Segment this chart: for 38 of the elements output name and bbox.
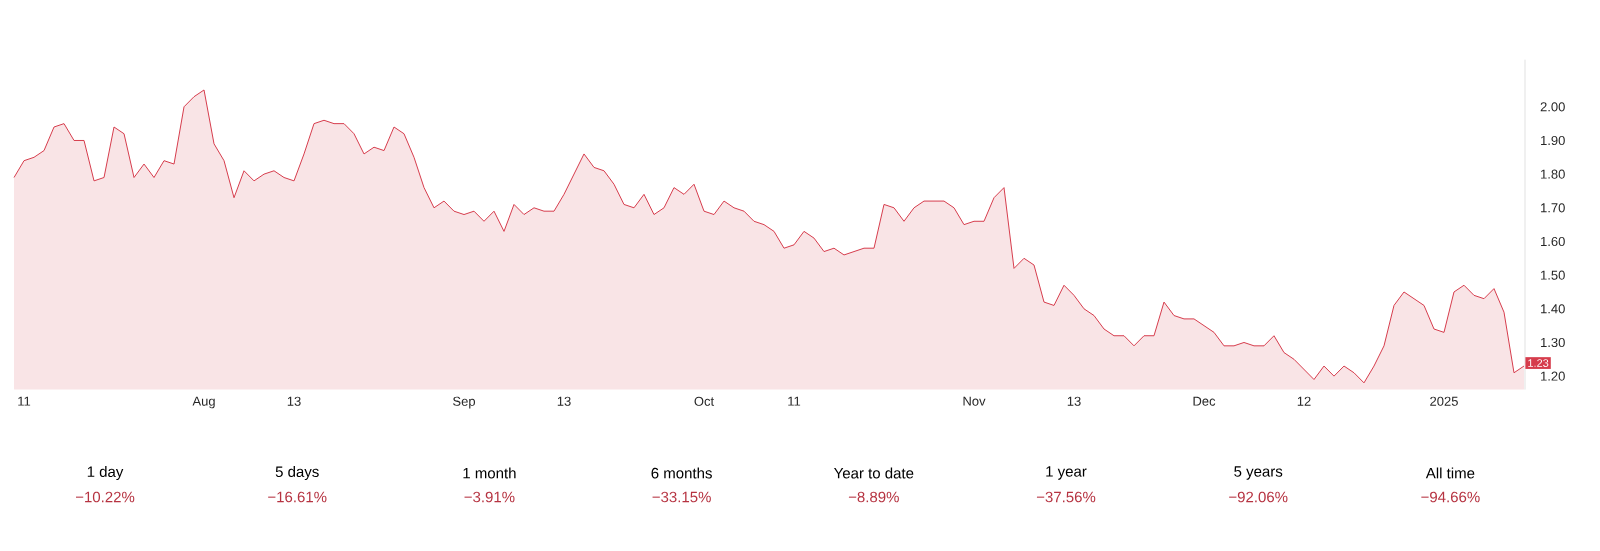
text: −94.66%: [1421, 491, 1480, 503]
text: 6 months: [651, 467, 712, 479]
x-tick-label: Sep: [453, 396, 476, 409]
x-tick-label: 2025: [1430, 396, 1458, 406]
y-tick-label: 1.30: [1541, 337, 1565, 348]
text: 5 days: [275, 466, 319, 480]
x-tick-label: 12: [1297, 396, 1311, 406]
y-tick-label: 1.90: [1541, 135, 1565, 146]
text: −16.61%: [268, 491, 327, 503]
y-tick-label: 1.20: [1541, 371, 1565, 381]
x-tick-label: 11: [18, 396, 31, 406]
annotation: 1.23: [1528, 359, 1549, 367]
y-tick-label: 2.00: [1540, 102, 1565, 112]
text: Year to date: [833, 467, 914, 479]
x-tick-label: 13: [557, 396, 571, 406]
x-tick-label: Aug: [192, 396, 215, 409]
text: −10.22%: [75, 491, 135, 503]
x-tick-label: 11: [788, 396, 801, 406]
text: 1 day: [87, 466, 124, 480]
text: 1 month: [463, 467, 516, 479]
text: −3.91%: [464, 491, 515, 503]
y-tick-label: 1.70: [1541, 203, 1565, 213]
x-tick-label: Nov: [963, 396, 986, 406]
text: −92.06%: [1229, 491, 1288, 503]
text: 5 years: [1234, 466, 1283, 480]
y-tick-label: 1.60: [1541, 236, 1565, 247]
text: 1 year: [1046, 466, 1087, 480]
y-tick-label: 1.40: [1541, 304, 1565, 314]
x-tick-label: Oct: [694, 396, 715, 406]
text: −33.15%: [652, 491, 711, 503]
y-tick-label: 1.80: [1541, 169, 1565, 179]
text: −8.89%: [848, 491, 899, 503]
x-tick-label: 13: [287, 396, 301, 406]
x-tick-label: Dec: [1193, 396, 1216, 406]
text: −37.56%: [1036, 491, 1096, 503]
x-tick-label: 13: [1067, 396, 1081, 406]
y-tick-label: 1.50: [1541, 270, 1565, 280]
text: All time: [1425, 467, 1475, 479]
